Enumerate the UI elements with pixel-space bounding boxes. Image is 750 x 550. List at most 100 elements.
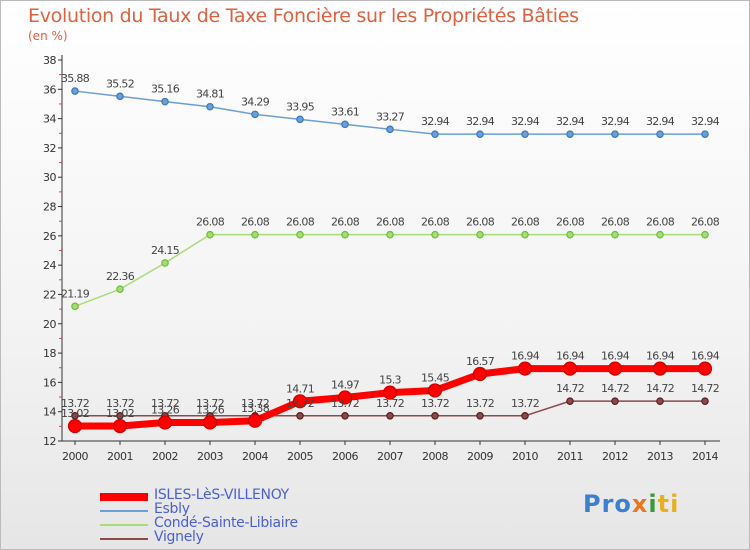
series-0-point-2010	[517, 361, 533, 376]
series-3-label-2007: 13.72	[376, 397, 404, 410]
series-0-point-2000	[67, 418, 83, 434]
series-3-label-2003: 13.72	[196, 397, 224, 410]
series-1-point-2001	[116, 92, 124, 101]
series-1-point-2012	[611, 130, 619, 138]
series-1-point-2000	[71, 87, 79, 95]
x-tick-label-2009: 2009	[467, 450, 493, 463]
series-2-point-2014	[701, 230, 709, 239]
series-2-point-2010	[521, 230, 529, 239]
series-2-label-2005: 26.08	[286, 216, 315, 229]
logo-part-i: i	[648, 490, 658, 518]
series-2-label-2013: 26.08	[646, 216, 675, 229]
x-tick-label-2008: 2008	[422, 450, 448, 463]
legend-label-conde: Condé-Sainte-Libiaire	[154, 515, 298, 531]
series-2-point-2011	[566, 230, 574, 239]
series-2-label-2001: 22.36	[106, 270, 135, 283]
series-0-point-2009	[472, 366, 488, 382]
legend-swatch-vignely	[100, 538, 148, 540]
legend-label-isles: ISLES-LèS-VILLENOY	[154, 487, 289, 503]
series-0-label-2011: 16.94	[556, 350, 585, 363]
y-tick-label-34: 34	[43, 113, 56, 126]
x-tick-label-2003: 2003	[197, 450, 223, 463]
x-tick-label-2010: 2010	[512, 450, 538, 463]
series-1-label-2000: 35.88	[61, 72, 90, 85]
series-3-point-2009	[476, 411, 484, 420]
series-1-point-2007	[386, 125, 394, 134]
series-2-label-2009: 26.08	[466, 216, 495, 229]
series-2-label-2008: 26.08	[421, 216, 450, 229]
series-0-point-2011	[562, 361, 578, 376]
series-3-point-2005	[296, 411, 304, 420]
series-2-point-2013	[656, 230, 664, 239]
series-3-label-2001: 13.72	[106, 397, 134, 410]
series-2-point-2003	[206, 230, 214, 239]
series-2-label-2010: 26.08	[511, 216, 540, 229]
series-3-point-2012	[611, 397, 619, 405]
legend-item-isles: ISLES-LèS-VILLENOY	[100, 487, 440, 504]
series-1-point-2008	[431, 130, 439, 138]
series-0-label-2010: 16.94	[511, 350, 540, 363]
legend-item-esbly: Esbly	[100, 501, 440, 518]
series-1-label-2012: 32.94	[601, 115, 630, 128]
series-2-label-2003: 26.08	[196, 216, 225, 229]
series-0-label-2001: 13.02	[106, 407, 134, 420]
legend-item-conde: Condé-Sainte-Libiaire	[100, 515, 440, 532]
logo-part-ti: ti	[657, 490, 680, 518]
y-tick-label-30: 30	[43, 171, 56, 184]
series-2-point-2004	[251, 230, 259, 239]
y-tick-label-12: 12	[43, 435, 56, 448]
series-3-label-2004: 13.72	[241, 397, 269, 410]
series-0-label-2006: 14.97	[331, 378, 360, 391]
series-2-label-2011: 26.08	[556, 216, 585, 229]
series-1-label-2004: 34.29	[241, 95, 270, 108]
series-1-point-2006	[341, 120, 349, 129]
series-1-label-2010: 32.94	[511, 115, 540, 128]
series-1-point-2002	[161, 97, 169, 106]
legend-swatch-isles	[100, 493, 148, 501]
series-0-point-2008	[427, 383, 443, 398]
logo-part-pro: Pro	[583, 490, 632, 518]
series-0-label-2012: 16.94	[601, 350, 630, 363]
series-0-label-2009: 16.57	[466, 355, 495, 368]
series-2-label-2004: 26.08	[241, 216, 270, 229]
series-2-label-2014: 26.08	[691, 216, 720, 229]
y-tick-label-18: 18	[43, 347, 56, 360]
series-0-label-2007: 15.3	[379, 374, 401, 387]
series-1-point-2010	[521, 130, 529, 138]
series-1-point-2013	[656, 130, 664, 138]
x-tick-label-2014: 2014	[692, 450, 718, 463]
series-2-point-2006	[341, 230, 349, 239]
x-tick-label-2000: 2000	[62, 450, 88, 463]
series-3-point-2008	[431, 411, 439, 420]
series-1-label-2003: 34.81	[196, 88, 224, 101]
series-0-label-2005: 14.71	[286, 382, 314, 395]
series-2-point-2000	[71, 302, 79, 311]
legend-swatch-esbly	[100, 510, 148, 512]
series-3-label-2014: 14.72	[691, 382, 719, 395]
x-tick-label-2011: 2011	[557, 450, 583, 463]
series-1-label-2002: 35.16	[151, 83, 180, 96]
series-2-point-2005	[296, 230, 304, 239]
series-1-label-2008: 32.94	[421, 115, 450, 128]
series-2-label-2007: 26.08	[376, 216, 405, 229]
series-2-point-2008	[431, 230, 439, 239]
series-3-label-2005: 13.72	[286, 397, 314, 410]
y-tick-label-28: 28	[43, 201, 56, 214]
y-tick-label-38: 38	[43, 54, 56, 67]
series-1-label-2007: 33.27	[376, 110, 405, 123]
series-3-label-2008: 13.72	[421, 397, 449, 410]
series-3-label-2011: 14.72	[556, 382, 584, 395]
y-tick-label-32: 32	[43, 142, 56, 155]
proxiti-logo: Proxiti	[583, 490, 679, 518]
series-1-label-2006: 33.61	[331, 105, 359, 118]
y-tick-label-36: 36	[43, 83, 56, 96]
series-1-point-2014	[701, 130, 709, 138]
series-3-point-2006	[341, 411, 349, 420]
x-tick-label-2001: 2001	[107, 450, 133, 463]
y-tick-label-16: 16	[43, 376, 56, 389]
series-0-point-2007	[382, 385, 398, 400]
series-0-point-2002	[157, 415, 173, 430]
series-3-point-2007	[386, 411, 394, 420]
chart-title: Evolution du Taux de Taxe Foncière sur l…	[28, 5, 579, 27]
